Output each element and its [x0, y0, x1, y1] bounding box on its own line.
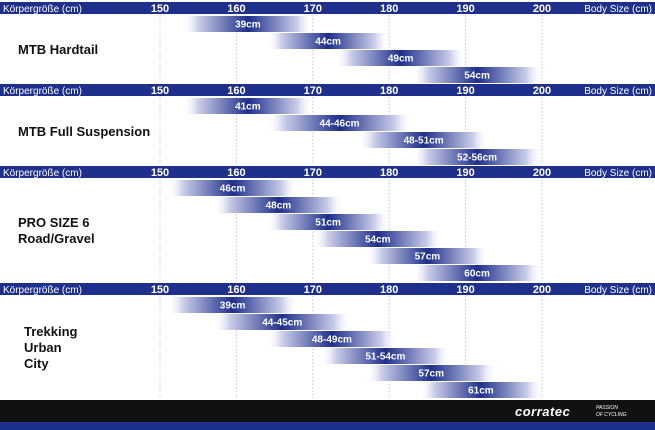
bar-label: 48-49cm — [312, 335, 352, 346]
tick-label: 180 — [380, 167, 398, 179]
size-section-1: Körpergröße (cm) Body Size (cm) 150 160 170 1… — [0, 2, 655, 83]
header-right-label: Body Size (cm) — [584, 4, 652, 15]
bar-label: 57cm — [415, 252, 441, 263]
section-title: Road/Gravel — [18, 231, 95, 246]
section-title: Trekking — [24, 324, 78, 339]
tick-label: 190 — [456, 284, 474, 296]
bar-label: 51cm — [315, 218, 341, 229]
brand-logo: corratec — [515, 404, 571, 419]
tick-label: 160 — [227, 3, 245, 15]
footer-stripe — [0, 422, 655, 430]
size-bar — [358, 132, 489, 148]
bar-label: 54cm — [464, 71, 490, 82]
size-bar — [182, 16, 313, 32]
bar-label: 57cm — [418, 369, 444, 380]
tick-label: 160 — [227, 167, 245, 179]
brand-tagline-1: PASSION — [596, 405, 618, 411]
size-section-2: Körpergröße (cm) Body Size (cm) 150 160 170 1… — [0, 84, 655, 165]
tick-label: 150 — [151, 3, 169, 15]
bar-label: 48-51cm — [404, 136, 444, 147]
size-bar — [412, 67, 542, 83]
tick-label: 150 — [151, 284, 169, 296]
bar-label: 46cm — [220, 184, 246, 195]
tick-label: 170 — [304, 3, 322, 15]
section-title: City — [24, 356, 49, 371]
tick-label: 160 — [227, 284, 245, 296]
size-bar — [213, 197, 344, 213]
header-right-label: Body Size (cm) — [584, 86, 652, 97]
size-section-4: Körpergröße (cm) Body Size (cm) 150 160 170 1… — [0, 283, 655, 398]
tick-label: 180 — [380, 3, 398, 15]
size-bar — [266, 33, 390, 49]
size-bar — [266, 115, 413, 131]
tick-label: 190 — [456, 85, 474, 97]
bar-label: 48cm — [266, 201, 292, 212]
size-bar — [182, 98, 313, 114]
bar-label: 49cm — [388, 54, 414, 65]
size-bar — [412, 149, 542, 165]
bar-label: 41cm — [235, 102, 261, 113]
bar-label: 39cm — [220, 301, 246, 312]
tick-label: 180 — [380, 284, 398, 296]
header-band — [0, 166, 655, 178]
size-bar — [320, 348, 451, 364]
tick-label: 150 — [151, 167, 169, 179]
size-bar — [167, 180, 298, 196]
section-title: MTB Hardtail — [18, 42, 98, 57]
tick-label: 170 — [304, 85, 322, 97]
header-right-label: Body Size (cm) — [584, 168, 652, 179]
header-band — [0, 283, 655, 295]
size-bar — [366, 365, 497, 381]
size-section-3: Körpergröße (cm) Body Size (cm) 150 160 170 1… — [0, 166, 655, 281]
tick-label: 150 — [151, 85, 169, 97]
header-left-label: Körpergröße (cm) — [3, 4, 82, 15]
size-bar — [366, 248, 489, 264]
bar-label: 44cm — [315, 37, 341, 48]
tick-label: 190 — [456, 167, 474, 179]
size-bar — [419, 382, 542, 398]
tick-label: 170 — [304, 284, 322, 296]
tick-label: 180 — [380, 85, 398, 97]
size-bar — [266, 214, 390, 230]
tick-label: 200 — [533, 284, 551, 296]
size-bar — [412, 265, 542, 281]
bar-label: 51-54cm — [365, 352, 405, 363]
tick-label: 190 — [456, 3, 474, 15]
bar-label: 44-46cm — [320, 119, 360, 130]
header-left-label: Körpergröße (cm) — [3, 285, 82, 296]
bar-label: 61cm — [468, 386, 494, 397]
bar-label: 60cm — [464, 269, 490, 280]
tick-label: 160 — [227, 85, 245, 97]
tick-label: 200 — [533, 85, 551, 97]
size-bar — [335, 50, 466, 66]
footer-bar — [0, 400, 655, 422]
size-bar — [167, 297, 298, 313]
tick-label: 170 — [304, 167, 322, 179]
size-bar — [213, 314, 351, 330]
size-bar — [266, 331, 397, 347]
size-bar — [312, 231, 443, 247]
bar-label: 52-56cm — [457, 153, 497, 164]
section-title: MTB Full Suspension — [18, 124, 150, 139]
footer: corratec PASSION OF CYCLING — [0, 400, 655, 430]
tick-label: 200 — [533, 167, 551, 179]
bar-label: 39cm — [235, 20, 261, 31]
section-title: PRO SIZE 6 — [18, 215, 90, 230]
tick-label: 200 — [533, 3, 551, 15]
header-left-label: Körpergröße (cm) — [3, 168, 82, 179]
header-left-label: Körpergröße (cm) — [3, 86, 82, 97]
bar-label: 54cm — [365, 235, 391, 246]
header-right-label: Body Size (cm) — [584, 285, 652, 296]
header-band — [0, 2, 655, 14]
brand-tagline-2: OF CYCLING — [596, 412, 627, 418]
header-band — [0, 84, 655, 96]
section-title: Urban — [24, 340, 62, 355]
bar-label: 44-45cm — [262, 318, 302, 329]
